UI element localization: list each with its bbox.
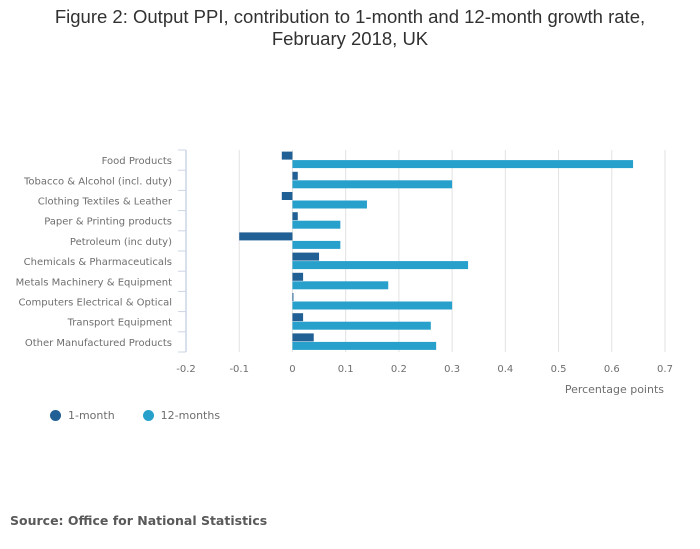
x-tick-label: -0.2 [176,364,196,375]
bar-12-months[interactable] [292,220,341,229]
category-label: Food Products [102,156,172,167]
x-tick-label: 0.6 [604,364,620,375]
x-tick-label: 0.4 [497,364,513,375]
bar-1-month[interactable] [292,171,298,180]
category-label: Chemicals & Pharmaceuticals [24,257,172,268]
bar-1-month[interactable] [292,313,304,322]
legend-swatch-1-month [50,410,61,421]
legend-item-1-month[interactable]: 1-month [50,409,115,422]
legend: 1-month 12-months [50,409,220,422]
bar-1-month[interactable] [292,212,298,221]
bar-12-months[interactable] [292,281,389,290]
category-label: Paper & Printing products [44,217,172,228]
y-axis: Food Products Tobacco & Alcohol (incl. du… [16,149,187,353]
chart-title: Figure 2: Output PPI, contribution to 1-… [0,6,700,50]
chart-title-line-1: Figure 2: Output PPI, contribution to 1-… [54,6,646,27]
bar-1-month[interactable] [292,252,320,261]
x-axis-title: Percentage points [565,383,664,396]
chart-title-line-2: February 2018, UK [271,28,429,49]
bar-1-month[interactable] [292,272,304,281]
bar-12-months[interactable] [292,261,469,270]
category-label: Computers Electrical & Optical [18,298,172,309]
x-tick-label: -0.1 [229,364,249,375]
x-tick-label: 0.7 [657,364,673,375]
bars [239,151,634,350]
bar-12-months[interactable] [292,301,453,310]
bar-1-month[interactable] [281,151,293,160]
category-label: Metals Machinery & Equipment [16,277,172,288]
bar-1-month[interactable] [239,232,293,241]
bar-12-months[interactable] [292,200,367,209]
bar-1-month[interactable] [292,333,314,342]
bar-1-month[interactable] [281,192,293,200]
x-tick-label: 0 [289,364,295,375]
category-label: Other Manufactured Products [25,338,172,349]
category-label: Transport Equipment [67,318,172,329]
legend-label-12-months: 12-months [160,409,221,422]
x-tick-label: 0.2 [391,364,407,375]
bar-1-month[interactable] [292,293,294,301]
bar-12-months[interactable] [292,321,431,330]
x-tick-label: 0.5 [551,364,567,375]
x-tick-label: 0.1 [338,364,354,375]
category-label: Tobacco & Alcohol (incl. duty) [23,176,172,187]
bar-12-months[interactable] [292,341,437,350]
legend-label-1-month: 1-month [68,409,115,422]
x-axis-ticks: -0.2 -0.1 0 0.1 0.2 0.3 0.4 0.5 0.6 0.7 [176,364,673,375]
category-label: Petroleum (inc duty) [70,237,172,248]
legend-item-12-months[interactable]: 12-months [142,409,221,422]
source-note: Source: Office for National Statistics [10,513,268,528]
bar-12-months[interactable] [292,240,341,249]
bar-12-months[interactable] [292,180,453,189]
legend-swatch-12-months [142,410,154,421]
x-tick-label: 0.3 [444,364,460,375]
category-label: Clothing Textiles & Leather [38,197,173,208]
bar-12-months[interactable] [292,160,634,169]
